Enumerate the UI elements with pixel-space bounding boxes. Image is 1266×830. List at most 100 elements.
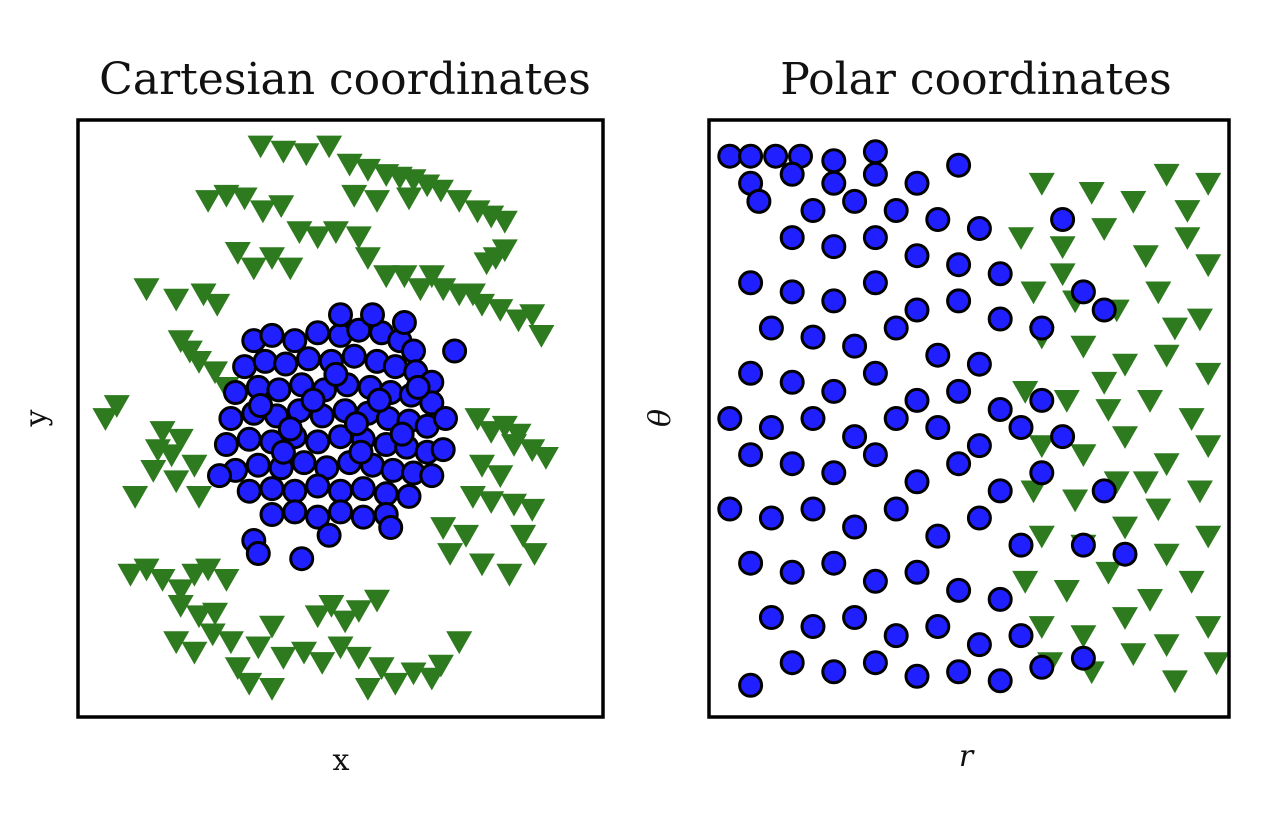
- triangle-point: [1195, 172, 1222, 196]
- circle-point: [1112, 541, 1138, 567]
- circle-point: [289, 546, 315, 572]
- circle-point: [946, 252, 972, 278]
- triangle-point: [521, 543, 548, 566]
- circle-point: [862, 161, 888, 187]
- triangle-point: [1153, 344, 1180, 368]
- triangle-point: [496, 563, 523, 587]
- circle-point: [946, 288, 972, 314]
- circle-point: [245, 541, 271, 566]
- triangle-point: [1070, 444, 1097, 467]
- triangle-point: [158, 444, 185, 468]
- triangle-point: [224, 242, 251, 265]
- circle-point: [248, 393, 274, 418]
- triangle-point: [427, 179, 454, 203]
- triangle-point: [491, 415, 518, 439]
- polar-title: Polar coordinates: [780, 54, 1171, 105]
- circle-point: [883, 623, 909, 649]
- triangle-point: [1070, 335, 1097, 359]
- triangle-point: [453, 524, 479, 548]
- triangle-point: [487, 299, 514, 322]
- triangle-point: [478, 421, 505, 444]
- triangle-point: [167, 595, 194, 618]
- triangle-point: [519, 498, 546, 522]
- triangle-point: [341, 184, 368, 208]
- triangle-point: [1095, 561, 1122, 585]
- triangle-point: [1161, 317, 1188, 341]
- circle-point: [1091, 297, 1117, 323]
- circle-point: [738, 360, 764, 386]
- triangle-point: [92, 408, 119, 431]
- triangle-point: [437, 543, 464, 566]
- circle-point: [296, 346, 321, 372]
- triangle-point: [1028, 172, 1055, 196]
- circle-point: [842, 424, 868, 450]
- polar-marks: [717, 139, 1230, 698]
- circle-point: [800, 198, 826, 223]
- triangle-point: [1153, 163, 1180, 187]
- circle-point: [430, 437, 456, 463]
- circle-point: [223, 380, 248, 405]
- circle-point: [328, 302, 353, 328]
- circle-point: [419, 390, 445, 416]
- circle-point: [1029, 460, 1055, 486]
- triangle-point: [487, 465, 514, 488]
- circle-point: [350, 476, 376, 502]
- circle-point: [366, 387, 392, 413]
- circle-point: [904, 559, 930, 585]
- circle-point: [800, 614, 826, 639]
- triangle-point: [249, 200, 276, 224]
- triangle-point: [1078, 182, 1105, 205]
- triangle-point: [167, 579, 194, 603]
- triangle-point: [247, 135, 274, 159]
- polar-panel: Polar coordinates r θ: [643, 54, 1231, 774]
- circle-point: [758, 505, 784, 531]
- triangle-point: [430, 517, 457, 540]
- circle-point: [946, 451, 972, 477]
- circle-point: [925, 523, 951, 549]
- circle-point: [378, 515, 404, 540]
- triangle-point: [186, 351, 212, 374]
- circle-point: [883, 406, 909, 431]
- circle-point: [904, 469, 930, 495]
- circle-point: [348, 439, 374, 465]
- triangle-point: [149, 569, 176, 592]
- triangle-point: [505, 309, 532, 333]
- circle-point: [738, 672, 764, 698]
- triangle-point: [382, 672, 409, 696]
- circle-point: [282, 328, 308, 354]
- circle-point: [236, 478, 262, 504]
- triangle-point: [1112, 426, 1138, 449]
- circle-point: [717, 143, 743, 169]
- circle-point: [987, 397, 1013, 422]
- circle-point: [738, 270, 764, 296]
- circle-point: [442, 338, 468, 364]
- triangle-point: [1120, 643, 1147, 666]
- triangle-point: [103, 395, 130, 418]
- triangle-point: [195, 558, 222, 582]
- triangle-point: [195, 190, 222, 213]
- circle-point: [779, 650, 805, 676]
- circle-point: [925, 207, 951, 232]
- circle-point: [946, 378, 972, 404]
- triangle-point: [418, 265, 445, 289]
- circle-point: [391, 310, 417, 335]
- circle-point: [305, 473, 331, 499]
- triangle-point: [270, 140, 297, 164]
- triangle-point: [1186, 308, 1213, 332]
- circle-point: [1070, 645, 1096, 671]
- circle-point: [259, 502, 285, 527]
- circle-point: [904, 170, 930, 196]
- triangle-point: [186, 605, 212, 629]
- circle-point: [966, 505, 992, 531]
- triangle-point: [364, 190, 390, 213]
- triangle-point: [427, 654, 454, 678]
- triangle-point: [491, 210, 518, 234]
- triangle-point: [327, 636, 354, 660]
- triangle-point: [202, 602, 228, 626]
- triangle-point: [117, 563, 144, 587]
- circle-point: [1091, 478, 1117, 504]
- circle-point: [232, 354, 258, 380]
- triangle-point: [519, 304, 546, 327]
- triangle-point: [259, 615, 285, 639]
- cartesian-panel: Cartesian coordinates x y: [19, 54, 605, 778]
